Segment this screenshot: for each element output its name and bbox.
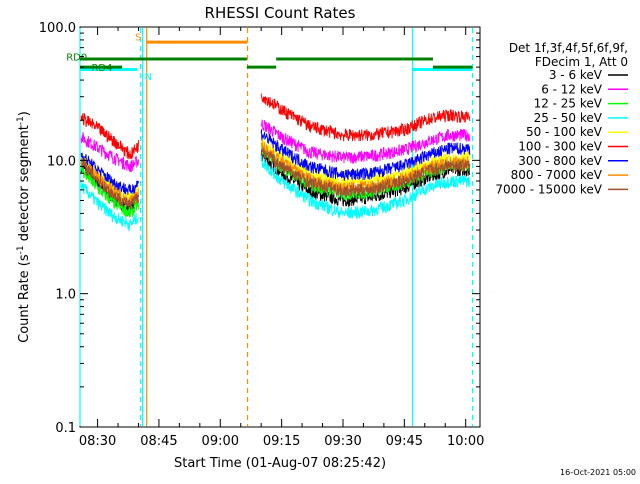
legend-label: 50 - 100 keV (526, 125, 603, 139)
state-bar-label: RD0 (66, 53, 87, 64)
legend: Det 1f,3f,4f,5f,6f,9f, FDecim 1, Att 0 3… (495, 41, 628, 196)
state-bar-label: RD4 (91, 63, 112, 74)
x-tick-label: 09:15 (263, 434, 300, 449)
state-markers (79, 28, 474, 426)
series-line (260, 93, 471, 142)
footer-timestamp: 16-Oct-2021 05:00 (560, 468, 636, 477)
y-tick-label: 1.0 (55, 288, 76, 303)
x-axis-label: Start Time (01-Aug-07 08:25:42) (174, 456, 386, 471)
x-tick-label: 09:30 (324, 434, 361, 449)
legend-label: 3 - 6 keV (549, 68, 603, 82)
y-axis: 100.0 10.0 1.0 0.1 (39, 21, 480, 436)
y-tick-label: 10.0 (47, 154, 76, 169)
legend-label: 6 - 12 keV (541, 82, 603, 96)
state-bar-label: N (145, 72, 152, 83)
legend-header-line-2: FDecim 1, Att 0 (535, 55, 628, 69)
series-line (80, 132, 139, 173)
series-line (260, 119, 471, 164)
legend-label: 7000 - 15000 keV (495, 182, 602, 196)
y-tick-label: 100.0 (39, 21, 76, 36)
series-lines (80, 93, 471, 232)
state-bar-label: S (135, 32, 141, 43)
state-bars: S N RD0 RD4 (66, 32, 473, 83)
y-axis-label-exp1: -1 (16, 245, 26, 254)
legend-label: 25 - 50 keV (534, 111, 603, 125)
y-axis-label-main: Count Rate (s (17, 254, 32, 343)
legend-label: 300 - 800 keV (518, 154, 602, 168)
y-axis-label: Count Rate (s-1 detector segment-1) (16, 111, 32, 343)
series-line (260, 147, 471, 198)
legend-label: 12 - 25 keV (534, 97, 603, 111)
x-axis: 08:30 08:45 09:00 09:15 09:30 09:45 10:00 (79, 27, 484, 449)
series-line (260, 129, 471, 181)
legend-header-line-1: Det 1f,3f,4f,5f,6f,9f, (509, 41, 628, 55)
y-axis-label-mid: detector segment (17, 125, 32, 245)
x-tick-label: 10:00 (447, 434, 484, 449)
legend-label: 100 - 300 keV (518, 140, 602, 154)
x-tick-label: 08:30 (79, 434, 116, 449)
chart-title: RHESSI Count Rates (205, 4, 356, 22)
y-axis-label-end: ) (17, 111, 32, 116)
y-tick-label: 0.1 (55, 421, 76, 436)
series-line (80, 158, 139, 210)
series-line (260, 155, 471, 220)
series-line (80, 113, 139, 160)
series-line (80, 152, 139, 195)
series-line (80, 180, 139, 232)
legend-label: 800 - 7000 keV (511, 168, 603, 182)
y-axis-label-exp2: -1 (16, 116, 26, 125)
x-tick-label: 09:00 (202, 434, 239, 449)
x-tick-label: 09:45 (386, 434, 423, 449)
x-tick-label: 08:45 (140, 434, 177, 449)
